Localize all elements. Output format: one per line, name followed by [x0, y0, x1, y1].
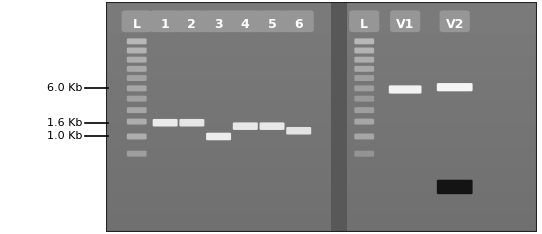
Text: 1.6 Kb: 1.6 Kb	[47, 118, 82, 128]
FancyBboxPatch shape	[283, 10, 314, 32]
FancyBboxPatch shape	[354, 85, 374, 91]
FancyBboxPatch shape	[233, 122, 258, 130]
FancyBboxPatch shape	[354, 48, 374, 54]
Text: 6: 6	[294, 18, 303, 31]
FancyBboxPatch shape	[127, 75, 147, 81]
FancyBboxPatch shape	[121, 10, 152, 32]
Text: V2: V2	[446, 18, 464, 31]
FancyBboxPatch shape	[206, 133, 231, 140]
Text: 3: 3	[214, 18, 223, 31]
FancyBboxPatch shape	[437, 83, 473, 91]
FancyBboxPatch shape	[354, 134, 374, 139]
FancyBboxPatch shape	[354, 38, 374, 44]
FancyBboxPatch shape	[150, 10, 180, 32]
Text: 2: 2	[188, 18, 196, 31]
FancyBboxPatch shape	[354, 57, 374, 63]
FancyBboxPatch shape	[389, 85, 422, 94]
Text: 4: 4	[241, 18, 250, 31]
Text: 1.0 Kb: 1.0 Kb	[47, 132, 82, 142]
FancyBboxPatch shape	[177, 10, 207, 32]
Text: 5: 5	[268, 18, 276, 31]
FancyBboxPatch shape	[179, 119, 204, 127]
FancyBboxPatch shape	[257, 10, 287, 32]
FancyBboxPatch shape	[354, 151, 374, 157]
FancyBboxPatch shape	[127, 38, 147, 44]
FancyBboxPatch shape	[127, 119, 147, 124]
FancyBboxPatch shape	[153, 119, 178, 127]
Text: 1: 1	[161, 18, 170, 31]
FancyBboxPatch shape	[127, 96, 147, 102]
FancyBboxPatch shape	[354, 107, 374, 113]
FancyBboxPatch shape	[127, 134, 147, 139]
Text: 6.0 Kb: 6.0 Kb	[47, 83, 82, 93]
FancyBboxPatch shape	[127, 107, 147, 113]
FancyBboxPatch shape	[230, 10, 260, 32]
FancyBboxPatch shape	[354, 119, 374, 124]
FancyBboxPatch shape	[440, 10, 470, 32]
FancyBboxPatch shape	[354, 75, 374, 81]
FancyBboxPatch shape	[127, 57, 147, 63]
Text: L: L	[360, 18, 368, 31]
FancyBboxPatch shape	[127, 151, 147, 157]
FancyBboxPatch shape	[127, 85, 147, 91]
Text: L: L	[133, 18, 141, 31]
Bar	[106, 2, 537, 33]
Text: V1: V1	[396, 18, 414, 31]
FancyBboxPatch shape	[354, 96, 374, 102]
FancyBboxPatch shape	[127, 66, 147, 72]
FancyBboxPatch shape	[390, 10, 420, 32]
FancyBboxPatch shape	[203, 10, 234, 32]
FancyBboxPatch shape	[437, 180, 473, 194]
FancyBboxPatch shape	[354, 66, 374, 72]
FancyBboxPatch shape	[127, 48, 147, 54]
FancyBboxPatch shape	[349, 10, 379, 32]
Bar	[332, 2, 347, 232]
FancyBboxPatch shape	[286, 127, 311, 135]
FancyBboxPatch shape	[260, 122, 285, 130]
